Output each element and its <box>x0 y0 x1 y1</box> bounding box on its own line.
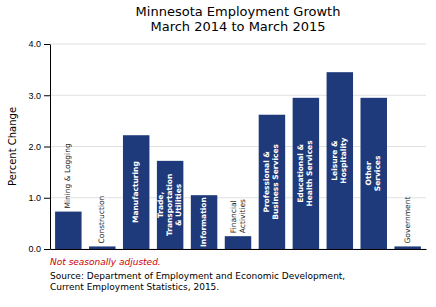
y-axis-line <box>50 45 51 250</box>
bar <box>327 72 353 249</box>
y-tick-label: 2.0 <box>28 142 41 152</box>
y-tick: 0.0 <box>28 244 50 254</box>
bar <box>394 246 420 249</box>
bar <box>293 98 319 249</box>
grid-line <box>50 95 426 96</box>
bar <box>259 115 285 249</box>
y-tick: 4.0 <box>28 39 50 49</box>
x-axis-line <box>51 249 427 250</box>
bar <box>191 195 217 249</box>
bar-label: Leisure &Hospitality <box>330 137 348 183</box>
bar <box>225 236 251 249</box>
y-tick-mark <box>44 249 50 250</box>
bar-label: Trade,Transportation& Utilities <box>156 174 183 236</box>
annotation: Not seasonally adjusted. <box>50 257 161 267</box>
y-tick-label: 1.0 <box>28 193 41 203</box>
plot: 0.0 1.0 2.0 3.0 4.0 Mining & Logging Construct… <box>28 39 426 254</box>
bar <box>89 246 115 249</box>
grid-line <box>50 44 426 45</box>
bar-label: Government <box>403 197 412 244</box>
bar <box>361 98 387 249</box>
x-axis <box>51 249 427 250</box>
grid <box>50 44 426 249</box>
bar <box>123 135 149 249</box>
bar-label: Professional &Business Services <box>262 143 280 219</box>
bar-label: Educational &Health Services <box>296 140 314 207</box>
bar-label: Construction <box>97 195 106 243</box>
y-tick-mark <box>44 147 50 148</box>
y-tick-label: 0.0 <box>28 244 41 254</box>
bar-label: Mining & Logging <box>63 143 72 209</box>
bars <box>55 72 421 249</box>
y-tick-mark <box>44 44 50 45</box>
bar-label: Information <box>199 197 208 247</box>
y-tick-mark <box>44 95 50 96</box>
title: Minnesota Employment GrowthMarch 2014 to… <box>136 4 341 34</box>
bar-label: FinancialActivities <box>229 199 247 233</box>
y-tick-mark <box>44 198 50 199</box>
chart: Minnesota Employment GrowthMarch 2014 to… <box>0 0 436 307</box>
annotation: Source: Department of Employment and Eco… <box>50 271 345 292</box>
y-tick-label: 4.0 <box>28 39 41 49</box>
y-tick: 3.0 <box>28 91 50 101</box>
bar-labels: Mining & Logging Construction Manufacturin… <box>63 137 411 247</box>
bar <box>157 161 183 249</box>
y-tick: 2.0 <box>28 142 50 152</box>
bar <box>55 212 81 249</box>
bar-label: Manufacturing <box>131 161 140 223</box>
y-axis-title: Percent Change <box>7 107 18 186</box>
y-tick: 1.0 <box>28 193 50 203</box>
y-tick-label: 3.0 <box>28 91 41 101</box>
y-axis: 0.0 1.0 2.0 3.0 4.0 <box>28 39 50 254</box>
bar-label: OtherServices <box>364 155 382 191</box>
